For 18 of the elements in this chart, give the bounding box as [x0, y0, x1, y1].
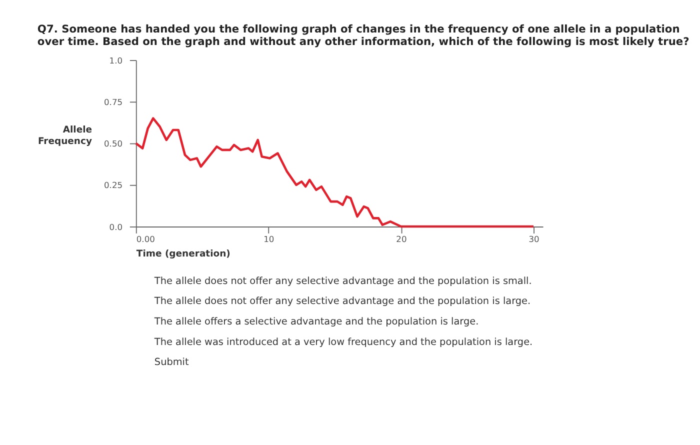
x-axis-title: Time (generation)	[136, 248, 230, 260]
text: The allele offers a selective advantage and the population is large.	[153, 316, 479, 328]
text: The allele does not offer any selective advantage and the population is small.	[153, 276, 532, 287]
text: The allele does not offer any selective advantage and the population is large.	[153, 296, 531, 308]
y-axis-title: Allele Frequency	[38, 124, 92, 147]
x-tick-label: 20	[396, 234, 407, 244]
x-tick-label: 0.00	[136, 234, 155, 244]
y-tick-label: 0.50	[104, 138, 123, 149]
x-tick-label: 30	[528, 234, 540, 244]
chart-title: Q7. Someone has handed you the following graph of changes in the frequency of one allele in a population over time. Based on the graph and without any other information, which of the following is most likely true?	[37, 22, 690, 48]
text: The allele was introduced at a very low frequency and the population is large.	[153, 336, 533, 348]
line-series	[134, 117, 535, 228]
y-tick-label: 0.0	[109, 222, 123, 232]
x-tick-label: 10	[264, 234, 274, 244]
text: Submit	[154, 357, 189, 368]
y-tick-label: 0.75	[104, 96, 123, 107]
y-tick-label: 0.25	[104, 180, 123, 190]
y-tick-label: 1.0	[109, 55, 123, 66]
